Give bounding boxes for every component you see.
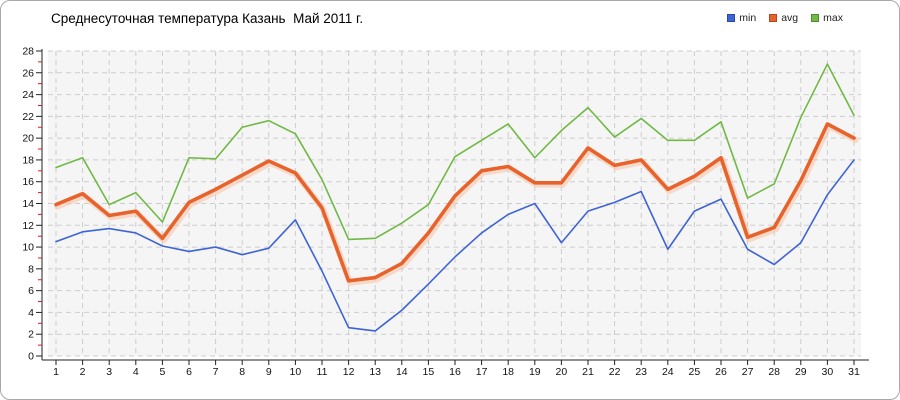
x-tick-label: 7 bbox=[213, 366, 219, 378]
x-tick-label: 21 bbox=[582, 366, 594, 378]
x-tick-label: 28 bbox=[768, 366, 780, 378]
y-tick-label: 22 bbox=[22, 111, 34, 123]
legend-item-max: max bbox=[811, 12, 843, 24]
y-tick-label: 2 bbox=[28, 329, 34, 341]
y-tick-label: 16 bbox=[22, 176, 34, 188]
x-axis: 1 2 3 4 5 6 7 8 9 10 11 12 13 14 15 16 17 18 19 20 21 22 23 24 2… bbox=[42, 359, 869, 378]
y-tick-label: 28 bbox=[22, 46, 34, 58]
x-tick-label: 22 bbox=[609, 366, 621, 378]
x-tick-label: 9 bbox=[266, 366, 272, 378]
x-tick-label: 15 bbox=[423, 366, 435, 378]
y-tick-label: 26 bbox=[22, 67, 34, 79]
y-tick-label: 24 bbox=[22, 89, 34, 101]
x-tick-label: 19 bbox=[529, 366, 541, 378]
y-tick-label: 0 bbox=[28, 351, 34, 363]
x-tick-label: 11 bbox=[317, 366, 328, 378]
y-tick-label: 6 bbox=[28, 285, 34, 297]
x-tick-label: 20 bbox=[556, 366, 568, 378]
x-tick-label: 17 bbox=[476, 366, 488, 378]
y-tick-label: 12 bbox=[22, 220, 34, 232]
legend-label-avg: avg bbox=[781, 12, 799, 24]
x-tick-label: 2 bbox=[80, 366, 86, 378]
x-tick-label: 31 bbox=[848, 366, 860, 378]
legend-item-min: min bbox=[727, 12, 756, 24]
legend-item-avg: avg bbox=[769, 12, 798, 24]
y-tick-label: 18 bbox=[22, 154, 34, 166]
legend-label-max: max bbox=[823, 12, 843, 24]
x-tick-label: 24 bbox=[662, 366, 674, 378]
x-tick-label: 14 bbox=[396, 366, 408, 378]
x-tick-label: 23 bbox=[635, 366, 647, 378]
x-tick-label: 5 bbox=[159, 366, 165, 378]
x-tick-label: 16 bbox=[449, 366, 461, 378]
max-series-swatch-icon bbox=[811, 14, 820, 22]
y-tick-label: 4 bbox=[28, 307, 34, 319]
avg-series-swatch-icon bbox=[769, 14, 778, 22]
gridlines bbox=[48, 50, 861, 357]
x-tick-label: 30 bbox=[822, 366, 834, 378]
x-tick-label: 3 bbox=[106, 366, 112, 378]
max-series-line bbox=[55, 63, 855, 241]
y-tick-label: 8 bbox=[28, 263, 34, 275]
chart-title: Среднесуточная температура Казань Май 20… bbox=[51, 11, 364, 26]
min-series-swatch-icon bbox=[727, 14, 736, 22]
x-tick-label: 12 bbox=[343, 366, 355, 378]
x-tick-label: 4 bbox=[133, 366, 139, 378]
legend: min avg max bbox=[727, 12, 843, 24]
avg-series-line bbox=[54, 122, 856, 283]
y-tick-label: 20 bbox=[22, 133, 34, 145]
x-tick-label: 10 bbox=[290, 366, 302, 378]
y-tick-label: 10 bbox=[22, 242, 34, 254]
x-tick-label: 6 bbox=[186, 366, 192, 378]
x-tick-label: 13 bbox=[369, 366, 381, 378]
x-tick-label: 1 bbox=[53, 366, 59, 378]
x-tick-label: 27 bbox=[742, 366, 754, 378]
x-tick-label: 8 bbox=[239, 366, 245, 378]
x-tick-label: 18 bbox=[502, 366, 514, 378]
x-tick-label: 29 bbox=[795, 366, 807, 378]
x-tick-label: 26 bbox=[715, 366, 727, 378]
x-tick-label: 25 bbox=[689, 366, 701, 378]
min-series-line bbox=[55, 159, 855, 332]
y-tick-label: 14 bbox=[22, 198, 34, 210]
legend-label-min: min bbox=[739, 12, 757, 24]
